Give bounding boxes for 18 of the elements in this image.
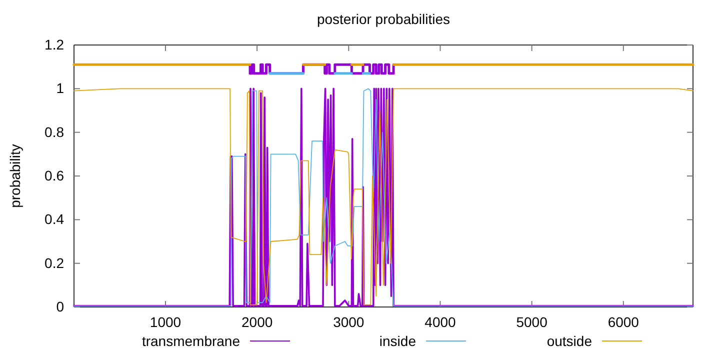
legend-label: outside [546, 333, 592, 349]
x-tick-label: 2000 [241, 314, 273, 330]
y-tick-label: 1 [56, 80, 64, 96]
y-tick-label: 0.2 [44, 254, 64, 271]
x-tick-label: 5000 [516, 314, 548, 330]
y-axis-title: probability [7, 144, 23, 208]
x-tick-label: 3000 [333, 314, 364, 330]
y-tick-label: 0.4 [44, 211, 64, 228]
x-tick-label: 6000 [608, 314, 640, 330]
y-tick-label: 0 [56, 298, 64, 314]
y-tick-label: 1.2 [44, 36, 64, 52]
x-tick-label: 4000 [424, 314, 456, 330]
y-tick-label: 0.8 [44, 124, 64, 140]
x-tick-label: 1000 [150, 314, 182, 330]
chart-title: posterior probabilities [316, 11, 450, 27]
legend-label: inside [379, 333, 416, 349]
legend-label: transmembrane [142, 333, 240, 349]
y-tick-label: 0.6 [44, 167, 64, 184]
